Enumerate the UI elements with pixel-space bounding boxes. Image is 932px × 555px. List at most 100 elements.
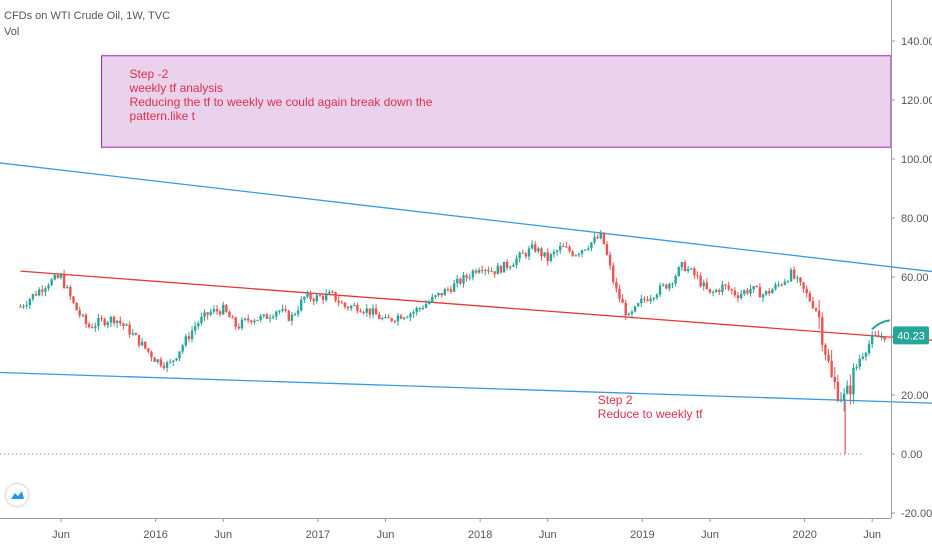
candle-body xyxy=(387,317,390,319)
price-tick-label: 120.00 xyxy=(901,95,932,107)
time-tick-label: 2019 xyxy=(630,529,654,541)
candle-body xyxy=(696,275,699,277)
candle-body xyxy=(590,242,593,249)
candle-body xyxy=(711,291,715,293)
candle-body xyxy=(490,271,493,273)
candle-body xyxy=(493,271,496,275)
candle-body xyxy=(222,304,225,315)
candle-body xyxy=(247,318,250,321)
price-tick-label: 0.00 xyxy=(901,449,922,461)
candle-body xyxy=(633,306,637,312)
candle-body xyxy=(708,288,712,293)
candle-body xyxy=(384,317,387,319)
time-tick-label: 2016 xyxy=(143,529,167,541)
candle-body xyxy=(103,318,106,326)
candle-body xyxy=(465,275,468,278)
candle-body xyxy=(268,317,272,319)
candle-body xyxy=(739,293,743,299)
candle-body xyxy=(178,351,181,359)
candle-body xyxy=(100,318,103,320)
candle-body xyxy=(699,275,702,287)
candle-body xyxy=(218,311,222,315)
candle-body xyxy=(112,316,116,324)
candle-body xyxy=(278,310,281,312)
candle-body xyxy=(365,308,368,313)
tradingview-logo-button[interactable] xyxy=(6,484,28,506)
candle-body xyxy=(144,341,147,349)
candle-body xyxy=(743,290,746,294)
note-text-line: Reducing the tf to weekly we could again… xyxy=(130,95,433,109)
candle-body xyxy=(827,354,830,361)
candle-body xyxy=(415,308,418,313)
candle-body xyxy=(175,358,178,361)
candle-body xyxy=(702,282,705,287)
candle-body xyxy=(140,341,144,346)
candle-body xyxy=(552,251,556,255)
candle-body xyxy=(471,270,475,278)
candle-body xyxy=(839,400,843,402)
tradingview-logo-icon xyxy=(11,491,24,499)
candle-body xyxy=(524,253,528,257)
candle-body xyxy=(371,308,375,315)
price-marker-curve xyxy=(871,319,891,331)
candle-body xyxy=(303,296,306,300)
candle-body xyxy=(265,314,269,319)
price-badge-box xyxy=(893,326,929,345)
candle-body xyxy=(431,296,434,302)
candle-body xyxy=(858,358,861,367)
candle-body xyxy=(674,276,677,284)
candle-body xyxy=(443,289,446,296)
candle-body xyxy=(19,306,22,308)
candle-body xyxy=(705,282,709,289)
candle-body xyxy=(565,246,568,248)
candle-body xyxy=(215,309,219,312)
candle-body xyxy=(275,311,278,317)
candle-body xyxy=(456,278,459,284)
candle-body xyxy=(271,316,275,318)
candle-body xyxy=(468,277,471,279)
candle-body xyxy=(668,283,671,289)
candle-body xyxy=(325,293,328,300)
candle-body xyxy=(234,317,237,327)
candle-body xyxy=(690,268,693,270)
candle-body xyxy=(643,298,646,300)
candle-body xyxy=(343,302,347,307)
candle-body xyxy=(165,362,169,368)
candle-body xyxy=(718,289,721,292)
candle-body xyxy=(852,367,855,395)
candle-body xyxy=(587,248,590,250)
candle-body xyxy=(805,288,808,294)
candle-body xyxy=(512,264,515,267)
time-axis[interactable]: Jun 2016 Jun 2017 Jun 2018 Jun 2019 Jun 2020 Jun xyxy=(52,518,881,541)
candle-body xyxy=(362,312,365,314)
candle-body xyxy=(546,252,549,262)
candle-body xyxy=(817,310,821,318)
candle-body xyxy=(640,298,643,304)
candle-body xyxy=(359,311,362,313)
candle-body xyxy=(474,270,478,273)
candle-body xyxy=(605,244,609,255)
candle-body xyxy=(150,351,153,358)
candle-body xyxy=(293,314,297,316)
candle-body xyxy=(328,291,331,294)
candle-body xyxy=(169,361,172,363)
candle-body xyxy=(830,360,833,377)
candle-body xyxy=(583,249,587,251)
candle-body xyxy=(846,385,849,394)
candle-body xyxy=(499,265,503,273)
candle-body xyxy=(867,343,871,354)
candle-body xyxy=(172,360,175,362)
candle-body xyxy=(296,310,300,315)
candle-body xyxy=(53,275,56,280)
price-tick-label: 140.00 xyxy=(901,36,932,48)
note-text-line: weekly tf analysis xyxy=(129,81,223,95)
candle-body xyxy=(318,295,322,297)
step2-text-line: Step 2 xyxy=(598,393,633,407)
time-tick-label: Jun xyxy=(539,529,557,541)
candle-body xyxy=(874,334,877,336)
candle-body xyxy=(228,311,231,318)
